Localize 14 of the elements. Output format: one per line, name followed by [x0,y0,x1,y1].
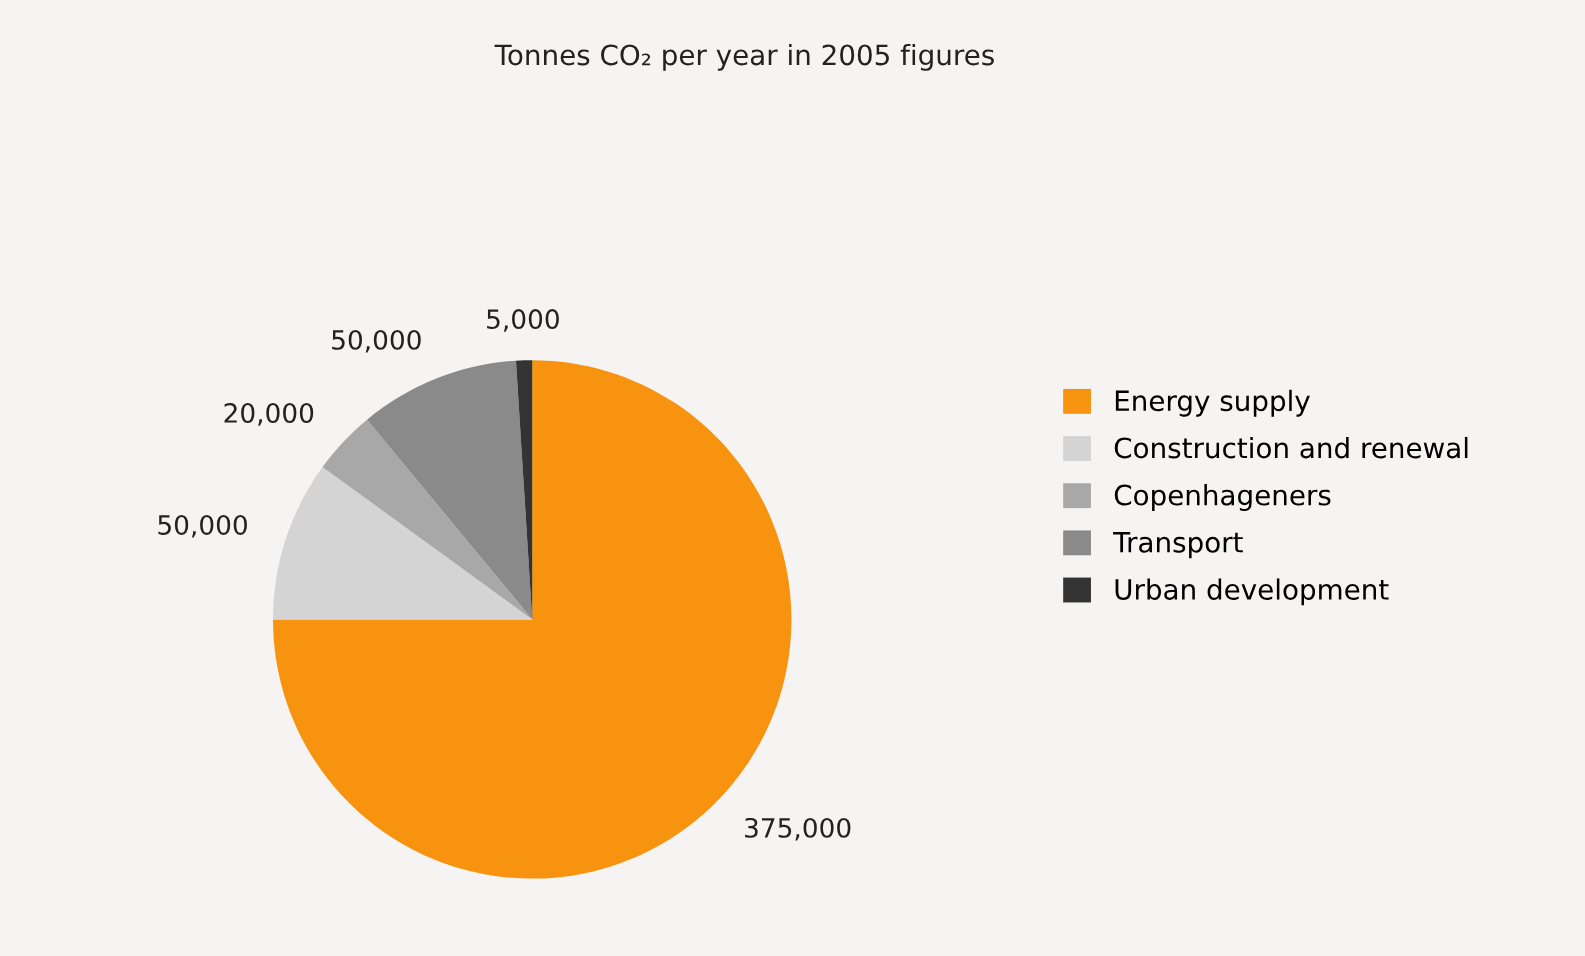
data-label: 50,000 [158,514,247,538]
data-label: 20,000 [224,403,314,426]
data-label: 375,000 [745,817,851,841]
pie-slice [322,419,533,620]
legend-label: Copenhageners [1114,484,1331,511]
legend-label: Construction and renewal [1114,436,1468,459]
pie-slice [367,360,533,620]
data-label: 50,000 [332,329,421,353]
chart-title: Tonnes CO₂ per year in 2005 figures [494,43,994,71]
legend-label: Transport [1113,532,1243,559]
legend-label: Energy supply [1115,389,1310,417]
data-label: 5,000 [487,309,559,332]
pie-slice [273,467,533,620]
legend-label: Urban development [1115,578,1389,606]
